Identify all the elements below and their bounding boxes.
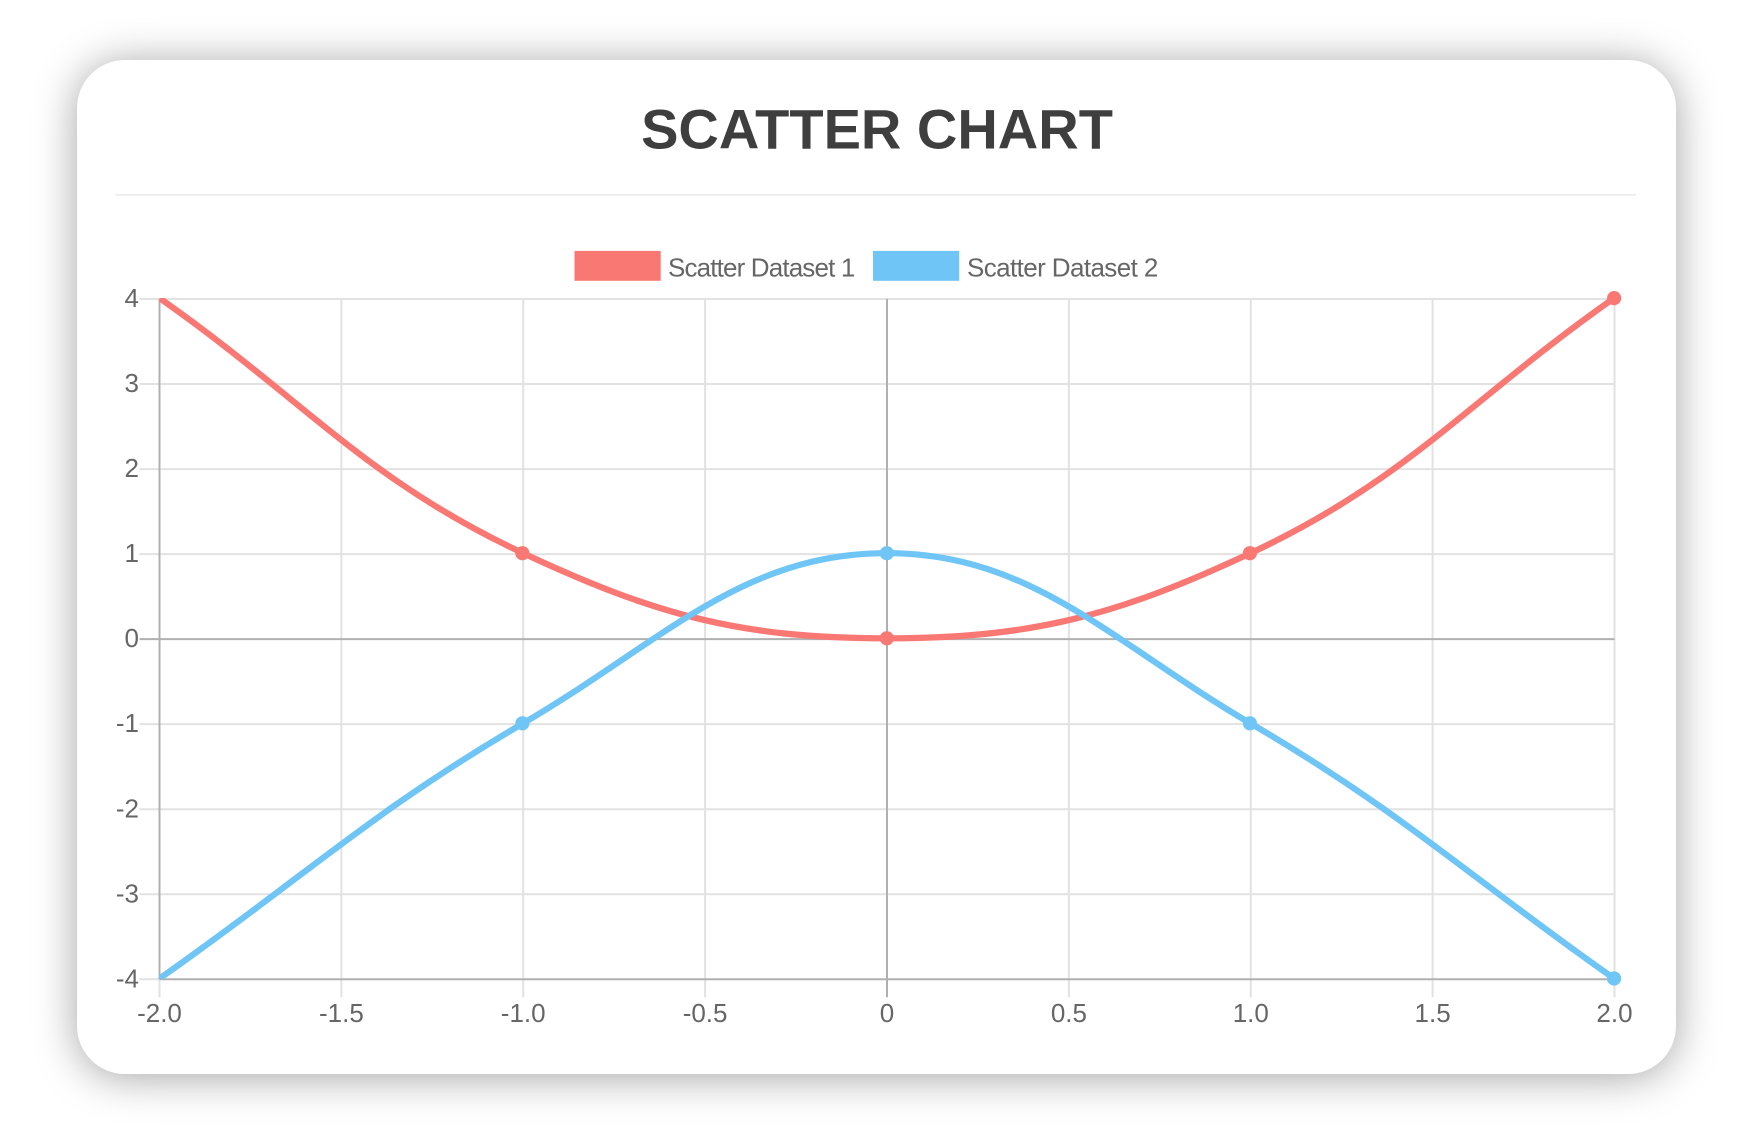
svg-text:-2.0: -2.0 <box>137 998 182 1028</box>
svg-text:-2: -2 <box>116 793 139 823</box>
svg-text:0.5: 0.5 <box>1051 998 1087 1028</box>
svg-text:-3: -3 <box>116 878 139 908</box>
svg-text:0: 0 <box>125 623 139 653</box>
svg-text:1.0: 1.0 <box>1233 998 1269 1028</box>
svg-text:0: 0 <box>880 998 894 1028</box>
svg-text:-1.5: -1.5 <box>319 998 364 1028</box>
svg-text:Scatter Dataset 2: Scatter Dataset 2 <box>967 253 1158 283</box>
svg-text:3: 3 <box>125 368 139 398</box>
svg-text:-1.0: -1.0 <box>501 998 546 1028</box>
svg-text:Scatter Dataset 1: Scatter Dataset 1 <box>668 253 855 283</box>
svg-text:-0.5: -0.5 <box>683 998 728 1028</box>
svg-text:4: 4 <box>125 283 139 313</box>
svg-text:2: 2 <box>125 453 139 483</box>
svg-text:2.0: 2.0 <box>1596 998 1632 1028</box>
svg-text:1.5: 1.5 <box>1415 998 1451 1028</box>
svg-text:1: 1 <box>125 538 139 568</box>
svg-text:SCATTER CHART: SCATTER CHART <box>641 98 1113 161</box>
svg-text:-1: -1 <box>116 708 139 738</box>
svg-text:-4: -4 <box>116 963 139 993</box>
